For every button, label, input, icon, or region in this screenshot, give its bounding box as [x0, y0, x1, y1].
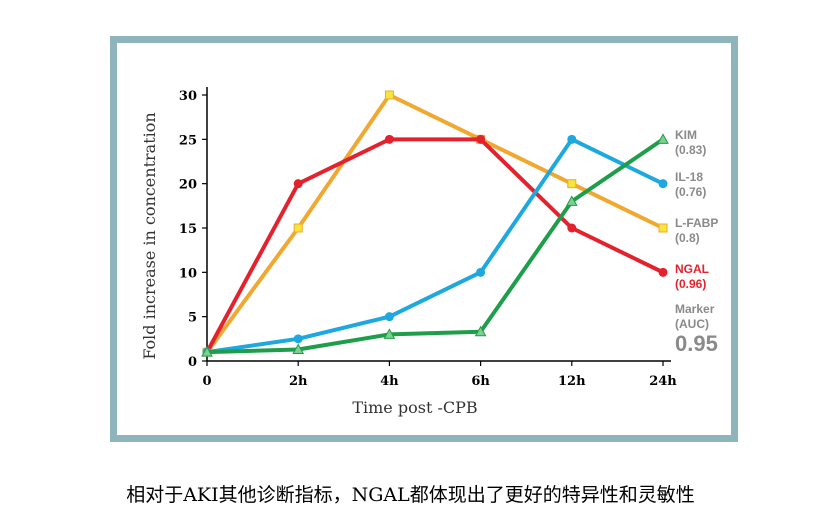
x-tick-label-4h: 4h: [380, 374, 399, 389]
legend-auc-marker: (AUC): [675, 317, 709, 331]
legend-label-l-fabp: L-FABP: [675, 216, 718, 230]
y-tick-label-30: 30: [179, 89, 197, 104]
x-tick-label-6h: 6h: [471, 374, 490, 389]
data-point-kim-4: [565, 195, 578, 206]
x-tick-label-0: 0: [202, 374, 211, 389]
data-point-kim-5: [657, 133, 669, 144]
data-point-ngal-2: [384, 134, 394, 144]
data-point-il-18-2: [384, 312, 394, 322]
legend-value: 0.95: [675, 331, 718, 356]
line-chart: 0 5 10 15 20 25 30 0 2h 4h 6h 12h 24h Time post -CPB F…: [140, 87, 718, 417]
x-tick-label-12h: 12h: [558, 374, 586, 389]
data-point-l-fabp-5: [658, 223, 668, 233]
y-axis-title: Fold increase in concentration: [140, 112, 159, 359]
legend-auc-kim: (0.83): [675, 143, 706, 157]
y-tick-label-10: 10: [179, 266, 197, 281]
data-point-ngal-1: [293, 179, 303, 189]
figure-frame: 0 5 10 15 20 25 30 0 2h 4h 6h 12h 24h Time post -CPB F…: [110, 36, 738, 442]
series-line-ngal: [205, 137, 665, 355]
data-point-ngal-3: [476, 134, 486, 144]
caption: 相对于AKI其他诊断指标，NGAL都体现出了更好的特异性和灵敏性: [126, 484, 695, 506]
data-point-l-fabp-2: [384, 90, 394, 100]
y-tick-label-25: 25: [179, 133, 197, 148]
data-point-il-18-5: [658, 179, 668, 189]
legend-label-marker: Marker: [675, 302, 715, 316]
data-point-kim-0: [201, 346, 213, 357]
y-tick-label-20: 20: [179, 178, 197, 193]
data-point-il-18-1: [293, 334, 303, 344]
data-point-ngal-4: [567, 223, 577, 233]
data-point-kim-1: [292, 343, 305, 354]
legend-label-kim: KIM: [675, 128, 697, 142]
data-point-il-18-4: [567, 134, 577, 144]
series-line-il-18: [205, 137, 665, 355]
series-line-kim: [205, 137, 665, 355]
data-point-kim-2: [383, 328, 396, 339]
data-point-l-fabp-1: [293, 223, 303, 233]
data-point-l-fabp-4: [567, 179, 577, 189]
y-tick-label-15: 15: [179, 222, 197, 237]
y-tick-label-0: 0: [188, 355, 197, 370]
legend-auc-il-18: (0.76): [675, 185, 706, 199]
data-point-kim-3: [474, 325, 487, 337]
data-point-il-18-3: [476, 267, 486, 277]
x-axis-title: Time post -CPB: [352, 398, 477, 417]
x-tick-label-24h: 24h: [649, 374, 677, 389]
legend-label-il-18: IL-18: [675, 170, 703, 184]
legend-label-ngal: NGAL: [675, 262, 709, 276]
data-point-ngal-5: [658, 267, 668, 277]
y-tick-label-5: 5: [188, 311, 197, 326]
legend-auc-ngal: (0.96): [675, 277, 706, 291]
x-tick-label-2h: 2h: [289, 374, 308, 389]
legend-auc-l-fabp: (0.8): [675, 231, 700, 245]
